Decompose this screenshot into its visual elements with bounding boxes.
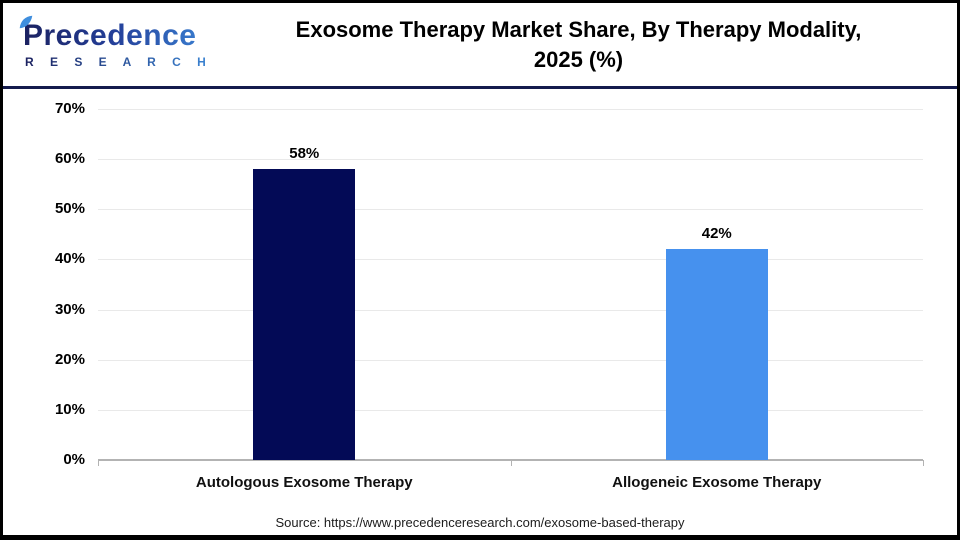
gridline [98,359,923,361]
x-axis-tick [98,460,99,466]
category-label: Allogeneic Exosome Therapy [612,474,822,491]
chart-title-line-1: Exosome Therapy Market Share, By Therapy… [295,16,862,42]
y-axis-tick-label: 30% [54,300,85,318]
brand-subtitle: R E S E A R C H [25,55,228,69]
category-label: Autologous Exosome Therapy [195,474,413,491]
bar [253,169,356,460]
y-axis-tick-label: 10% [54,400,85,418]
bar [665,249,768,460]
y-axis-tick-label: 50% [54,200,85,218]
leaf-icon [19,15,33,28]
gridline [98,209,923,211]
source-text: Source: https://www.precedenceresearch.c… [275,515,685,530]
y-axis-tick-label: 70% [54,100,85,117]
y-axis-tick-label: 60% [54,150,85,168]
gridline [98,259,923,261]
brand-name: Precedence [23,20,228,51]
gridline [98,309,923,311]
y-axis-tick-label: 40% [54,250,85,268]
chart-title-line-2: 2025 (%) [533,46,624,72]
bar-value-label: 58% [289,145,320,163]
brand-logo: Precedence R E S E A R C H [3,15,228,69]
y-axis-tick-label: 0% [63,451,85,468]
gridline [98,409,923,411]
header: Precedence R E S E A R C H Exosome Thera… [3,3,957,89]
bar-value-label: 42% [701,225,732,243]
x-axis-tick [923,460,924,466]
chart-title: Exosome Therapy Market Share, By Therapy… [228,15,957,75]
y-axis-tick-label: 20% [54,350,85,368]
x-axis-tick [510,460,512,466]
gridline [98,159,923,161]
gridline [98,109,923,110]
chart-plot-area: 70% 60% 50% 40% 30% 20% 10% 0% 58% Autologous Exo… [3,3,957,535]
